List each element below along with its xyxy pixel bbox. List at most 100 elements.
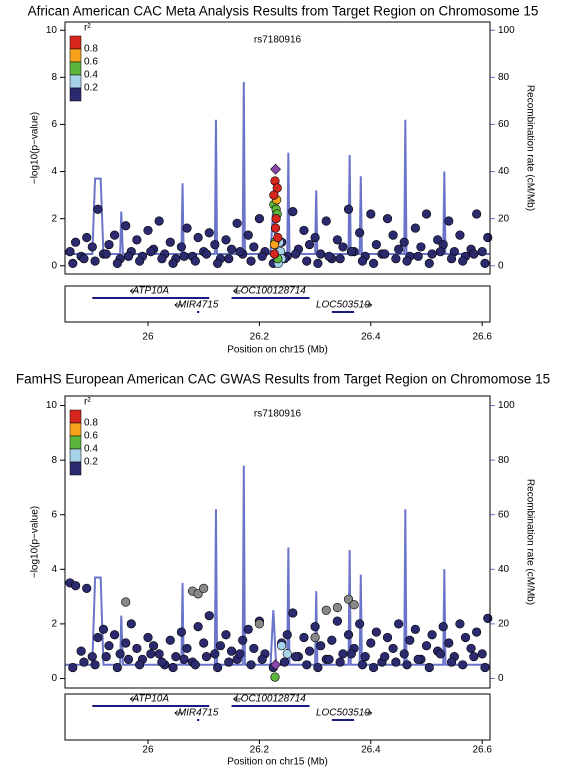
y-tick-label: 4 bbox=[51, 166, 57, 177]
snp-point bbox=[302, 660, 312, 670]
snp-point bbox=[193, 589, 203, 599]
snp-point bbox=[246, 256, 256, 266]
snp-point bbox=[424, 258, 434, 269]
snp-point bbox=[79, 254, 89, 264]
snp-point bbox=[146, 247, 156, 257]
y2-tick-label: 0 bbox=[498, 260, 504, 271]
snp-point bbox=[382, 632, 393, 643]
snp-point bbox=[299, 225, 309, 236]
snp-point bbox=[321, 216, 331, 226]
snp-point bbox=[483, 232, 493, 243]
snp-point bbox=[171, 652, 181, 662]
snp-point bbox=[204, 611, 214, 621]
snp-point bbox=[444, 216, 454, 226]
y-tick-label: 4 bbox=[51, 564, 57, 575]
snp-point bbox=[469, 652, 479, 662]
y-tick-label: 8 bbox=[51, 455, 57, 466]
snp-point bbox=[310, 621, 320, 632]
snp-point bbox=[483, 613, 493, 624]
snp-point bbox=[112, 258, 122, 269]
snp-point bbox=[382, 214, 393, 224]
legend-title: r² bbox=[84, 397, 91, 408]
snp-point bbox=[157, 657, 167, 667]
snp-point bbox=[388, 230, 398, 240]
snp-point bbox=[70, 237, 81, 247]
index-snp bbox=[270, 659, 281, 671]
snp-point bbox=[270, 672, 280, 682]
y-tick-label: 0 bbox=[51, 673, 57, 684]
snp-point bbox=[76, 646, 86, 656]
snp-point bbox=[243, 230, 253, 240]
y-tick-label: 10 bbox=[46, 400, 58, 411]
snp-point bbox=[424, 662, 434, 673]
snp-point bbox=[257, 654, 267, 664]
snp-point bbox=[458, 660, 468, 670]
snp-point bbox=[332, 235, 342, 245]
snp-point bbox=[273, 232, 283, 243]
snp-point bbox=[249, 643, 259, 654]
snp-point bbox=[310, 232, 320, 243]
snp-point bbox=[254, 619, 264, 629]
plot-frame bbox=[64, 395, 491, 689]
snp-point bbox=[402, 256, 412, 266]
snp-point bbox=[279, 657, 290, 667]
y-tick-label: 10 bbox=[46, 25, 58, 36]
snp-point bbox=[343, 630, 354, 640]
snp-point bbox=[413, 654, 423, 664]
y2-axis-label: Recombination rate (cM/Mb) bbox=[524, 479, 535, 605]
snp-point bbox=[82, 583, 92, 593]
snp-point bbox=[338, 649, 348, 659]
snp-point bbox=[360, 652, 370, 662]
snp-point bbox=[243, 624, 253, 634]
snp-point bbox=[368, 258, 379, 269]
legend-label: 0.6 bbox=[84, 431, 98, 442]
x-tick-label: 26.4 bbox=[361, 745, 381, 756]
snp-point bbox=[87, 242, 97, 252]
snp-point bbox=[193, 621, 203, 632]
snp-point bbox=[65, 247, 75, 257]
snp-point bbox=[460, 632, 471, 643]
legend-swatch bbox=[69, 422, 82, 437]
snp-point bbox=[226, 646, 237, 656]
snp-point bbox=[246, 660, 256, 670]
snp-point bbox=[79, 657, 89, 667]
snp-point bbox=[480, 258, 490, 269]
snp-point bbox=[126, 619, 136, 629]
snp-point bbox=[213, 662, 223, 673]
gene-arrow bbox=[129, 288, 139, 294]
legend-swatch bbox=[69, 435, 82, 450]
legend-label: 0.4 bbox=[84, 70, 98, 81]
gene-arrow bbox=[232, 696, 242, 702]
snp-point bbox=[204, 228, 214, 238]
chart-title: FamHS European American CAC GWAS Results… bbox=[16, 372, 550, 387]
x-tick-label: 26.4 bbox=[361, 332, 381, 343]
snp-point bbox=[357, 256, 368, 266]
gene-panel bbox=[64, 285, 491, 323]
index-snp bbox=[270, 163, 281, 175]
snp-point bbox=[335, 254, 345, 264]
snp-point bbox=[224, 254, 234, 264]
snp-point bbox=[235, 649, 245, 659]
x-tick-label: 26.2 bbox=[250, 332, 270, 343]
y2-tick-label: 0 bbox=[498, 673, 504, 684]
annotation: rs7180916 bbox=[254, 35, 302, 46]
snp-point bbox=[115, 649, 125, 659]
y-tick-label: 2 bbox=[51, 213, 57, 224]
snp-point bbox=[472, 627, 482, 637]
y2-tick-label: 100 bbox=[498, 400, 515, 411]
gene-label: ATP10A bbox=[132, 694, 170, 705]
snp-point bbox=[455, 619, 465, 629]
snp-point bbox=[90, 256, 100, 266]
snp-point bbox=[165, 635, 175, 645]
snp-point bbox=[93, 204, 103, 214]
snp-point bbox=[123, 654, 134, 664]
gene-arrow bbox=[363, 710, 373, 716]
snp-point bbox=[215, 641, 226, 651]
snp-point bbox=[332, 602, 342, 613]
x-tick-label: 26 bbox=[142, 745, 154, 756]
gene-label: LOC503519 bbox=[316, 300, 370, 311]
snp-point bbox=[224, 657, 234, 667]
snp-point bbox=[182, 643, 192, 654]
snp-point bbox=[176, 627, 187, 637]
snp-point bbox=[346, 649, 356, 659]
